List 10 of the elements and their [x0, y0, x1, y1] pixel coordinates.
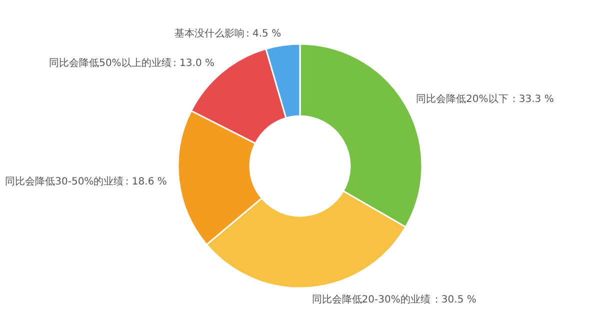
data-label: : 18.6 % [125, 176, 167, 188]
slice-label: 同比会降低20-30%的业绩 [312, 293, 430, 306]
slice-label: 同比会降低50%以上的业绩 [49, 56, 172, 69]
data-label: : 30.5 % [434, 294, 476, 306]
data-label: : 33.3 % [512, 94, 554, 105]
data-label: : 13.0 % [173, 58, 215, 69]
slice-label: 基本没什么影响 [174, 27, 244, 40]
data-label: : 4.5 % [246, 28, 282, 40]
slice-label: 同比会降低30-50%的业绩 [5, 175, 124, 188]
slice-label: 同比会降低20%以下 [416, 93, 508, 105]
